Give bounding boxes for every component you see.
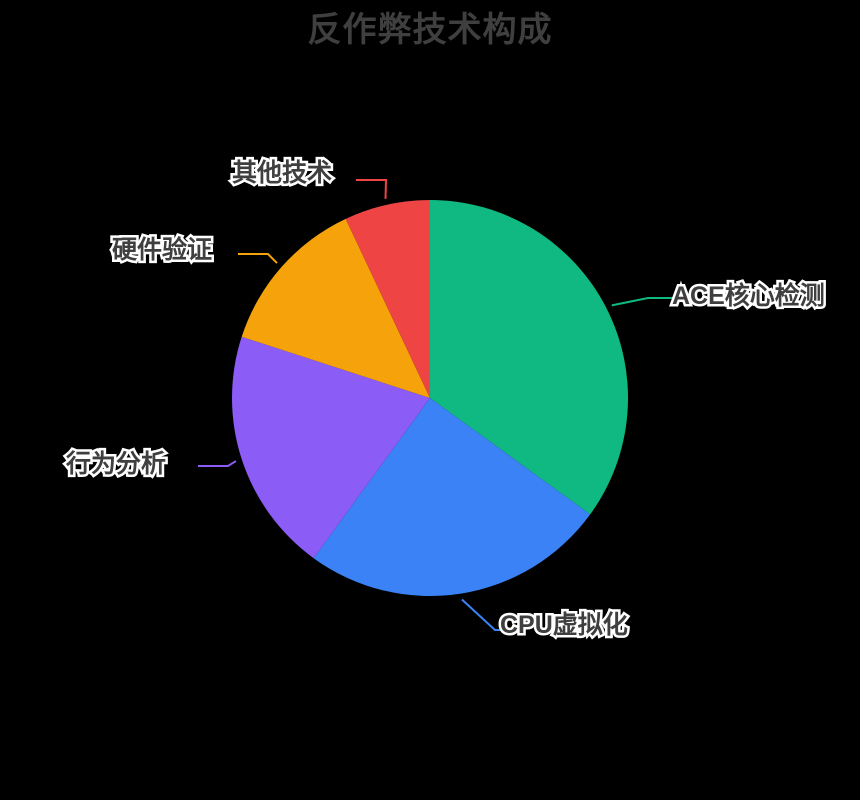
pie-leader-line <box>198 460 237 467</box>
pie-slice-label-text: 硬件验证 <box>112 236 213 264</box>
pie-slice-label: 其他技术 其他技术 <box>229 157 334 190</box>
pie-leader-line <box>356 179 388 199</box>
pie-slice-label-halo: 硬件验证 <box>109 234 214 267</box>
pie-slice-label-halo: CPU虚拟化 <box>498 609 631 642</box>
pie-slice-label: ACE核心检测 ACE核心检测 <box>670 280 828 313</box>
pie-slice-label: 硬件验证 硬件验证 <box>109 234 214 267</box>
pie-slice[interactable] <box>231 336 430 559</box>
chart-title: 反作弊技术构成 <box>307 11 553 49</box>
pie-slice-label-text: 其他技术 <box>232 159 333 187</box>
pie-slice[interactable] <box>430 200 629 515</box>
pie-slice-label-text: ACE核心检测 <box>672 282 825 310</box>
pie-slice-label-text: 行为分析 <box>66 450 167 478</box>
pie-slice-label-text: CPU虚拟化 <box>500 611 628 639</box>
pie-leader-line <box>611 297 678 307</box>
pie-slice-label: CPU虚拟化 CPU虚拟化 <box>498 609 631 642</box>
pie-slice-label-halo: 其他技术 <box>229 157 334 190</box>
leader-lines-group <box>198 179 678 631</box>
pie-slice-label: 行为分析 行为分析 <box>63 448 168 481</box>
pie-leader-line <box>238 253 278 264</box>
pie-leader-line <box>461 598 525 631</box>
pie-slice[interactable] <box>345 200 430 398</box>
pie-slices-group <box>231 200 629 597</box>
pie-slice-label-halo: ACE核心检测 <box>670 280 828 313</box>
pie-slice[interactable] <box>241 218 430 398</box>
pie-slice-label-halo: 行为分析 <box>63 448 168 481</box>
pie-slice[interactable] <box>313 398 591 597</box>
